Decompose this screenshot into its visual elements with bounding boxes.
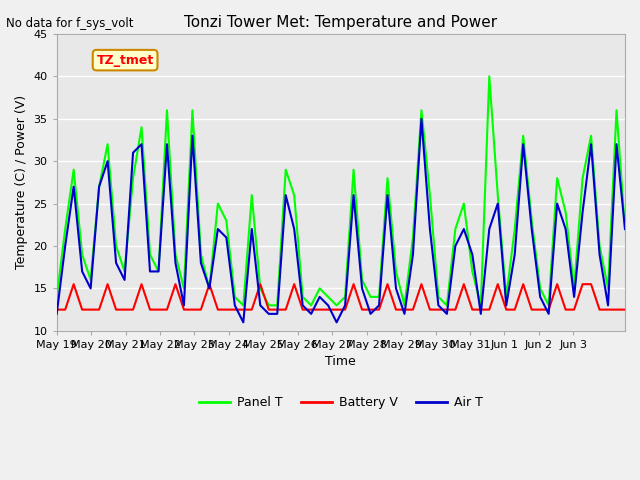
Text: No data for f_sys_volt: No data for f_sys_volt [6,17,134,30]
X-axis label: Time: Time [326,355,356,369]
Legend: Panel T, Battery V, Air T: Panel T, Battery V, Air T [194,391,488,413]
Y-axis label: Temperature (C) / Power (V): Temperature (C) / Power (V) [15,96,28,269]
Title: Tonzi Tower Met: Temperature and Power: Tonzi Tower Met: Temperature and Power [184,15,497,30]
Text: TZ_tmet: TZ_tmet [97,54,154,67]
